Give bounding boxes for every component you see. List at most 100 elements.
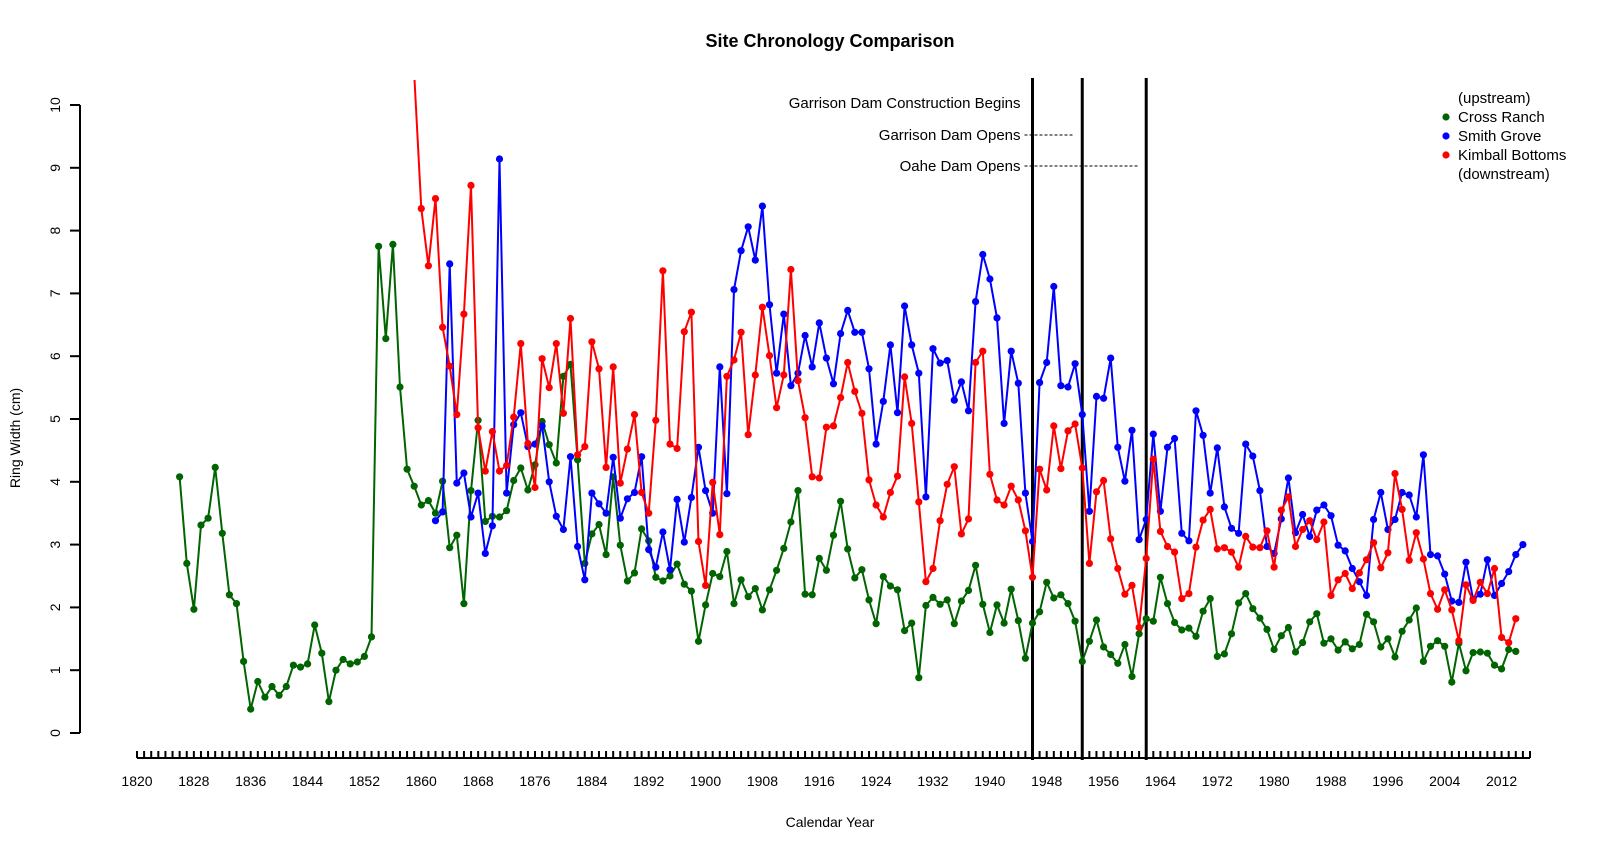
data-point xyxy=(474,489,482,497)
data-point xyxy=(886,341,895,349)
data-point xyxy=(375,242,383,250)
data-point xyxy=(915,369,923,377)
data-point xyxy=(893,472,902,480)
data-point xyxy=(1036,465,1044,473)
data-point xyxy=(1107,354,1115,362)
data-point xyxy=(417,205,425,213)
data-point xyxy=(922,601,930,610)
data-point xyxy=(1284,623,1292,632)
data-point xyxy=(481,517,489,526)
data-point xyxy=(822,566,831,574)
data-point xyxy=(886,488,895,497)
series-line xyxy=(434,158,1524,604)
data-point xyxy=(1370,618,1378,626)
data-point xyxy=(623,577,632,585)
data-point xyxy=(844,358,852,367)
data-point xyxy=(702,601,710,609)
data-point xyxy=(1256,544,1264,552)
data-point xyxy=(1362,591,1371,600)
data-point xyxy=(1263,625,1271,634)
data-point xyxy=(1021,489,1029,497)
data-point xyxy=(1185,624,1193,632)
data-point xyxy=(716,573,724,581)
data-point xyxy=(829,380,838,388)
data-point xyxy=(1498,665,1506,673)
data-point xyxy=(901,373,909,381)
data-point xyxy=(659,267,667,275)
data-point xyxy=(687,493,696,502)
data-point xyxy=(268,682,276,691)
data-point xyxy=(1050,594,1058,602)
data-point xyxy=(488,522,496,530)
data-point xyxy=(730,286,738,294)
data-point xyxy=(460,469,468,477)
data-point xyxy=(1000,501,1008,509)
data-point xyxy=(623,445,632,453)
data-point xyxy=(1078,411,1086,419)
data-point xyxy=(694,537,703,546)
data-point xyxy=(1419,657,1427,666)
data-point xyxy=(1085,637,1093,645)
legend-entry: Cross Ranch xyxy=(1458,109,1545,126)
data-point xyxy=(1462,667,1470,675)
data-point xyxy=(1384,549,1392,557)
data-point xyxy=(538,355,546,363)
data-point xyxy=(1483,649,1491,657)
data-point xyxy=(730,356,738,364)
data-point xyxy=(794,487,802,495)
series-line xyxy=(178,244,1517,710)
data-point xyxy=(1235,599,1243,607)
data-point xyxy=(510,476,518,485)
data-point xyxy=(1306,618,1314,626)
data-point xyxy=(737,247,745,255)
data-point xyxy=(1498,633,1506,642)
x-axis-label: Calendar Year xyxy=(786,814,875,830)
data-point xyxy=(1405,556,1413,564)
data-point xyxy=(503,489,511,497)
y-axis-label: Ring Width (cm) xyxy=(7,388,23,488)
data-point xyxy=(1341,638,1349,646)
data-point xyxy=(225,591,233,599)
data-point xyxy=(467,513,475,521)
data-point xyxy=(517,409,525,417)
data-point xyxy=(304,660,312,668)
data-point xyxy=(673,560,681,568)
data-point xyxy=(986,275,994,283)
data-point xyxy=(552,459,560,467)
data-point xyxy=(922,578,930,586)
data-point xyxy=(382,335,390,343)
data-point xyxy=(595,500,603,508)
data-point xyxy=(1434,552,1442,560)
data-point xyxy=(1185,590,1193,598)
data-point xyxy=(581,443,589,451)
data-point xyxy=(183,559,191,568)
data-point xyxy=(787,518,795,526)
data-point xyxy=(559,525,568,534)
data-point xyxy=(1114,659,1122,667)
data-point xyxy=(950,396,958,404)
x-tick-label: 1852 xyxy=(349,773,380,789)
y-axis: 0 1 2 3 4 5 6 7 8 9 10 xyxy=(47,97,81,737)
data-point xyxy=(730,600,738,608)
x-tick-label: 1916 xyxy=(804,773,835,789)
data-point xyxy=(1007,347,1015,355)
data-point xyxy=(1384,635,1392,643)
data-point xyxy=(673,495,681,503)
data-point xyxy=(815,319,823,327)
data-point xyxy=(865,476,873,484)
data-point xyxy=(630,411,639,419)
data-point xyxy=(410,482,418,490)
data-point xyxy=(1149,430,1157,438)
x-tick-label: 1828 xyxy=(178,773,209,789)
data-point xyxy=(1220,650,1228,658)
data-point xyxy=(289,661,297,669)
data-point xyxy=(936,517,944,525)
data-point xyxy=(801,414,809,422)
data-point xyxy=(431,195,440,203)
data-point xyxy=(1327,591,1335,600)
data-point xyxy=(431,517,440,525)
data-point xyxy=(339,655,347,664)
data-point xyxy=(1299,639,1307,647)
data-point xyxy=(488,428,496,436)
data-point xyxy=(765,586,774,594)
